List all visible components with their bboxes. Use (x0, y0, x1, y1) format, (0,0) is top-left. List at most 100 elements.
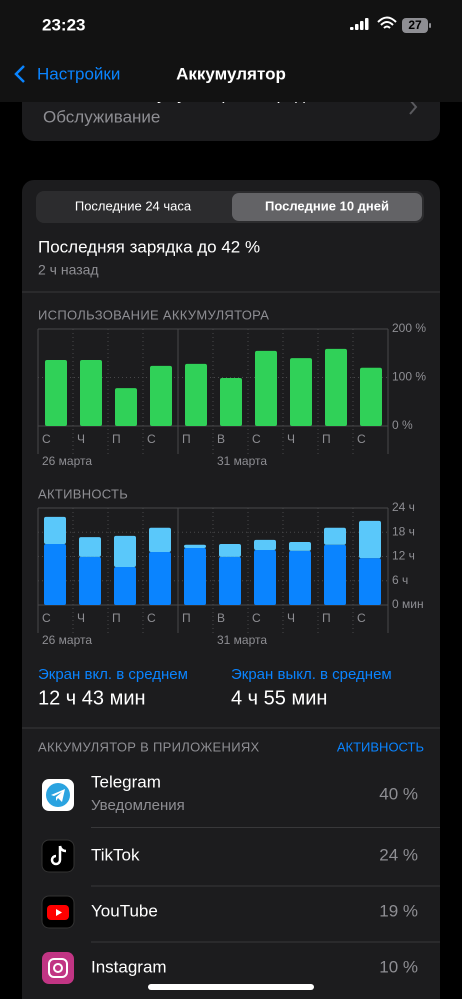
bar-segment (359, 520, 381, 559)
x-tick-label: Ч (287, 611, 295, 625)
health-subtitle: Обслуживание (43, 107, 160, 126)
segment-option[interactable]: Последние 24 часа (75, 198, 192, 213)
app-name[interactable]: TikTok (91, 845, 140, 864)
bar-segment (79, 556, 101, 605)
x-tick-label: В (217, 611, 225, 625)
chevron (409, 99, 418, 115)
battery-tip (429, 23, 431, 28)
bar (80, 360, 102, 426)
chart-title: АКТИВНОСТЬ (38, 486, 128, 501)
x-tick-label: П (112, 611, 121, 625)
bar-segment (289, 541, 311, 551)
bar-segment (149, 552, 171, 605)
bar-segment (254, 539, 276, 551)
x-tick-label: С (357, 611, 366, 625)
y-tick-label: 18 ч (392, 524, 415, 538)
bar-segment (79, 537, 101, 557)
nav-title: Аккумулятор (176, 64, 286, 83)
app-icon (42, 952, 74, 984)
average-label: Экран вкл. в среднем (38, 666, 188, 683)
apps-toggle[interactable]: АКТИВНОСТЬ (337, 739, 424, 754)
bar-segment (149, 527, 171, 553)
status-time: 23:23 (42, 15, 85, 34)
y-tick-label: 0 мин (392, 597, 424, 611)
bar-segment (219, 543, 241, 557)
signal-bar (355, 24, 359, 30)
app-icon-glyph (51, 789, 65, 802)
app-detail: Уведомления (91, 797, 185, 814)
bar (150, 365, 172, 426)
app-percent: 40 % (379, 784, 418, 803)
x-tick-label: В (217, 432, 225, 446)
wifi-icon (377, 16, 397, 29)
bar-segment (324, 544, 346, 605)
bar (360, 367, 382, 426)
y-tick-label: 12 ч (392, 549, 415, 563)
x-tick-label: С (42, 432, 51, 446)
y-tick-label: 6 ч (392, 573, 408, 587)
home-indicator (148, 984, 314, 990)
app-icon-glyph (48, 958, 68, 978)
segment-selected (232, 193, 422, 221)
back-chevron[interactable] (14, 65, 25, 83)
battery-body (402, 18, 428, 33)
x-tick-label: П (322, 611, 331, 625)
bar-segment (114, 535, 136, 568)
bar-segment (44, 543, 66, 605)
app-icon-glyph (53, 963, 63, 973)
app-percent: 10 % (379, 957, 418, 976)
x-tick-label: П (182, 611, 191, 625)
y-tick-label: 100 % (392, 370, 426, 384)
bar (185, 363, 207, 426)
segment-option[interactable]: Последние 10 дней (265, 198, 389, 213)
x-tick-label: С (147, 611, 156, 625)
x-tick-label: Ч (77, 611, 85, 625)
average-value: 4 ч 55 мин (231, 687, 327, 709)
date-label: 26 марта (42, 454, 92, 468)
bar-segment (219, 556, 241, 605)
bar (255, 350, 277, 426)
app-name[interactable]: YouTube (91, 901, 158, 920)
y-tick-label: 24 ч (392, 500, 415, 514)
bar-segment (254, 550, 276, 605)
last-charge-time: 2 ч назад (38, 262, 99, 278)
x-tick-label: П (112, 432, 121, 446)
x-tick-label: С (147, 432, 156, 446)
last-charge: Последняя зарядка до 42 % (38, 237, 260, 256)
app-name[interactable]: Telegram (91, 772, 161, 791)
bar (325, 348, 347, 426)
app-name[interactable]: Instagram (91, 957, 167, 976)
x-tick-label: С (252, 611, 261, 625)
date-label: 31 марта (217, 454, 267, 468)
x-tick-label: Ч (287, 432, 295, 446)
x-tick-label: С (42, 611, 51, 625)
signal-bar (360, 21, 364, 30)
bar-segment (289, 550, 311, 605)
chart-title: ИСПОЛЬЗОВАНИЕ АККУМУЛЯТОРА (38, 307, 269, 322)
app-icon-glyph (56, 909, 62, 916)
date-label: 31 марта (217, 633, 267, 647)
bar-segment (114, 567, 136, 605)
app-icon-glyph (46, 783, 70, 807)
signal-bar (350, 27, 354, 30)
signal-bar (365, 18, 369, 30)
x-tick-label: С (357, 432, 366, 446)
y-tick-label: 0 % (392, 418, 413, 432)
bar-segment (44, 516, 66, 544)
bar (45, 360, 67, 426)
apps-header: АККУМУЛЯТОР В ПРИЛОЖЕНИЯХ (38, 739, 260, 754)
bar (220, 377, 242, 426)
bar (115, 388, 137, 426)
back-button[interactable]: Настройки (37, 64, 120, 83)
app-percent: 19 % (379, 901, 418, 920)
battery-level: 27 (408, 18, 422, 32)
x-tick-label: П (182, 432, 191, 446)
y-tick-label: 200 % (392, 321, 426, 335)
average-label: Экран выкл. в среднем (231, 666, 392, 683)
bar-segment (359, 558, 381, 605)
date-label: 26 марта (42, 633, 92, 647)
x-tick-label: Ч (77, 432, 85, 446)
app-icon (41, 839, 75, 873)
average-value: 12 ч 43 мин (38, 687, 146, 709)
